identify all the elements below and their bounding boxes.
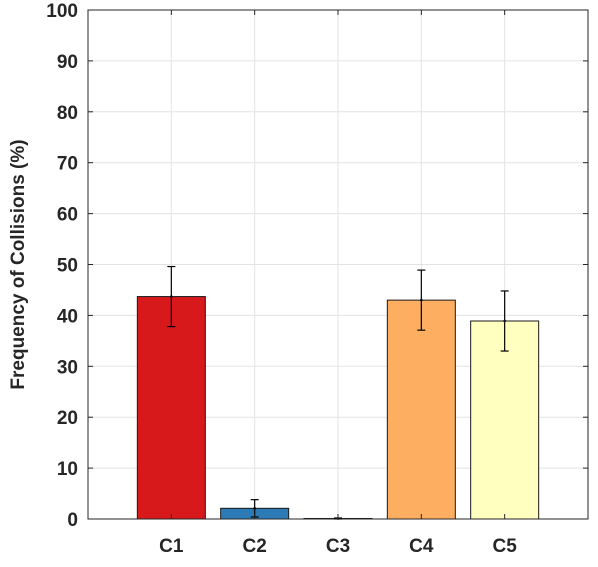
x-tick-label-c4: C4 <box>409 536 434 557</box>
y-tick-label: 60 <box>57 205 78 226</box>
y-tick-label: 70 <box>57 154 78 175</box>
y-tick-label: 0 <box>67 510 78 531</box>
y-axis-label: Frequency of Collisions (%) <box>8 139 29 389</box>
y-tick-label: 90 <box>57 52 78 73</box>
error-bar-c5 <box>500 290 509 352</box>
bar-c4 <box>386 299 456 520</box>
y-tick-label: 40 <box>57 306 78 327</box>
bar-mean-marker <box>253 507 256 510</box>
error-bar-c4 <box>417 269 426 331</box>
error-bars <box>167 265 509 520</box>
y-tick-label: 20 <box>57 408 78 429</box>
error-bar-c1 <box>167 265 176 328</box>
bar-c1 <box>136 296 206 520</box>
bars <box>136 296 540 520</box>
x-tick-label-c5: C5 <box>493 536 518 557</box>
x-tick-label-c2: C2 <box>243 536 267 557</box>
y-tick-label: 100 <box>46 1 78 22</box>
y-tick-label: 30 <box>57 357 78 378</box>
x-axis-ticks: C1 C2 C3 C4 C5 <box>159 10 517 557</box>
bar-mean-marker <box>170 295 173 298</box>
bar-mean-marker <box>503 319 506 323</box>
y-tick-label: 10 <box>57 459 78 480</box>
bar-mean-marker <box>420 298 423 302</box>
x-tick-label-c1: C1 <box>159 536 184 557</box>
y-tick-label: 50 <box>57 256 78 277</box>
y-axis-ticks: 0 10 20 30 40 50 60 70 80 90 100 <box>46 1 588 531</box>
y-tick-label: 80 <box>57 103 78 124</box>
x-tick-label-c3: C3 <box>326 536 350 557</box>
